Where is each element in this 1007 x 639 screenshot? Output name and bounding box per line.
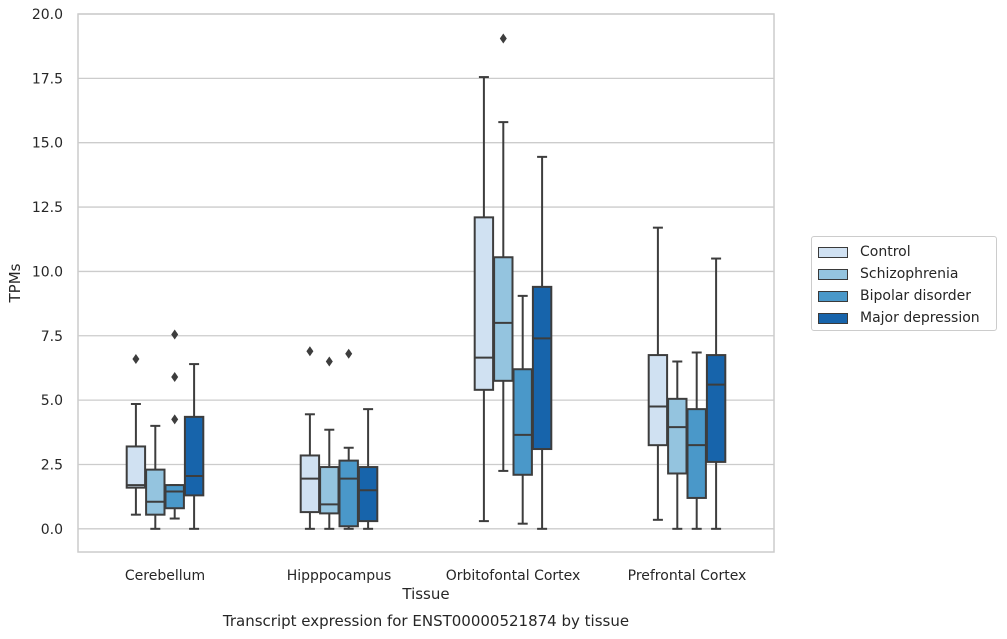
box-iqr <box>512 368 533 476</box>
legend-swatch-bipolar-disorder <box>818 290 848 302</box>
legend-item-bipolar-disorder: Bipolar disorder <box>818 285 996 307</box>
box-iqr <box>338 459 359 528</box>
box <box>705 257 727 530</box>
outlier-point <box>306 346 314 357</box>
box <box>183 363 205 530</box>
box <box>145 424 166 530</box>
outlier-point <box>132 353 140 364</box>
box <box>667 360 688 530</box>
box <box>125 353 147 516</box>
legend-swatch-control <box>818 246 848 258</box>
y-axis-label: TPMs <box>6 263 24 303</box>
box-iqr <box>686 408 707 499</box>
box <box>686 351 707 530</box>
legend-label-major-depression: Major depression <box>860 310 980 326</box>
box-iqr <box>647 354 669 447</box>
y-tick-label: 2.5 <box>41 457 63 473</box>
legend: Control Schizophrenia Bipolar disorder M… <box>811 236 997 331</box>
box-iqr <box>473 216 495 391</box>
legend-label-bipolar-disorder: Bipolar disorder <box>860 288 972 304</box>
legend-swatch-major-depression <box>818 312 848 324</box>
y-tick-label: 0.0 <box>41 522 63 538</box>
box <box>357 408 379 530</box>
legend-item-control: Control <box>818 241 996 263</box>
outlier-point <box>171 371 179 382</box>
box-iqr <box>493 256 514 382</box>
y-tick-label: 10.0 <box>32 264 63 280</box>
y-tick-labels: 0.0 2.5 5.0 7.5 10.0 12.5 15.0 17.5 20.0 <box>32 7 63 538</box>
box <box>319 356 340 530</box>
box <box>299 346 321 530</box>
outlier-point <box>171 329 179 340</box>
box <box>164 329 185 520</box>
box-iqr <box>531 285 553 451</box>
box <box>493 33 514 472</box>
legend-label-schizophrenia: Schizophrenia <box>860 266 959 282</box>
x-tick-label: Hipppocampus <box>287 568 392 584</box>
box-iqr <box>667 397 688 475</box>
y-tick-label: 5.0 <box>41 393 63 409</box>
x-tick-label: Prefrontal Cortex <box>628 568 747 584</box>
outlier-point <box>171 414 179 425</box>
x-tick-labels: Cerebellum Hipppocampus Orbitofontal Corte… <box>125 568 746 584</box>
box-series <box>125 33 727 530</box>
x-tick-label: Orbitofontal Cortex <box>446 568 581 584</box>
outlier-point <box>325 356 333 367</box>
y-tick-label: 17.5 <box>32 71 63 87</box>
box-iqr <box>164 484 185 510</box>
box <box>512 294 533 525</box>
legend-item-schizophrenia: Schizophrenia <box>818 263 996 285</box>
box <box>338 348 359 530</box>
y-tick-label: 12.5 <box>32 200 63 216</box>
box-iqr <box>299 454 321 514</box>
legend-item-major-depression: Major depression <box>818 307 996 329</box>
box <box>531 155 553 530</box>
x-tick-label: Cerebellum <box>125 568 205 584</box>
outlier-point <box>345 348 353 359</box>
box-iqr <box>705 354 727 463</box>
box-iqr <box>125 445 147 489</box>
outlier-point <box>499 33 507 44</box>
box-iqr <box>319 466 340 515</box>
legend-label-control: Control <box>860 244 911 260</box>
y-tick-label: 7.5 <box>41 329 63 345</box>
box <box>473 76 495 523</box>
legend-swatch-schizophrenia <box>818 268 848 280</box>
y-tick-label: 15.0 <box>32 136 63 152</box>
x-axis-label: Tissue <box>401 585 449 603</box>
box-iqr <box>357 466 379 523</box>
box-iqr <box>183 415 205 497</box>
box <box>647 226 669 521</box>
box-iqr <box>145 468 166 516</box>
y-tick-label: 20.0 <box>32 7 63 23</box>
chart-title: Transcript expression for ENST0000052187… <box>222 612 629 630</box>
